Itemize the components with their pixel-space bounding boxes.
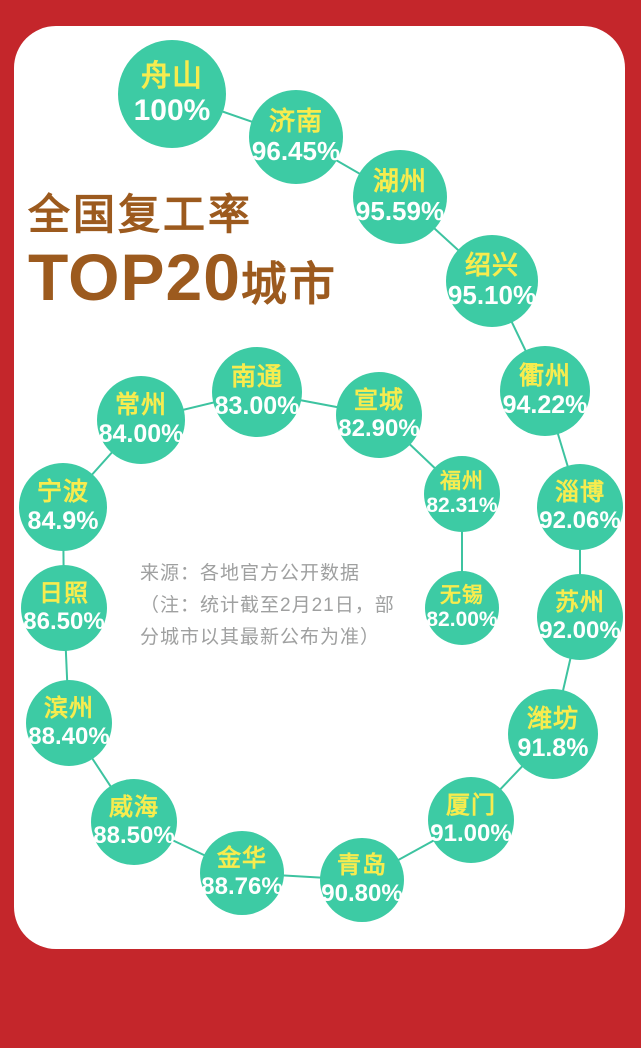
city-bubble-rank-3: 湖州 95.59% [353,150,447,244]
bubble-value-label: 92.00% [539,617,621,644]
city-bubble-rank-14: 日照 86.50% [21,565,107,651]
city-bubble-rank-2: 济南 96.45% [249,90,343,184]
bubble-value-label: 91.8% [517,734,589,762]
source-note-line3: 分城市以其最新公布为准） [140,627,381,648]
source-note-line1: 来源：各地官方公开数据 [140,563,361,584]
bubble-city-label: 湖州 [372,166,427,197]
bubble-city-label: 济南 [268,106,323,137]
bubble-value-label: 82.00% [426,608,498,631]
bubble-value-label: 84.00% [98,420,184,448]
bubble-city-label: 青岛 [337,852,387,880]
city-bubble-rank-12: 威海 88.50% [91,779,177,865]
bubble-value-label: 82.31% [426,494,498,517]
city-bubble-rank-6: 淄博 92.06% [537,464,623,550]
city-bubble-rank-13: 滨州 88.40% [26,680,112,766]
bubble-value-label: 91.00% [430,820,512,847]
bubble-city-label: 威海 [109,794,159,822]
bubble-value-label: 94.22% [502,391,588,419]
bubble-value-label: 100% [133,94,211,127]
bubble-city-label: 金华 [217,845,267,873]
chart-title: 全国复工率 TOP20城市 [28,191,337,311]
city-bubble-rank-8: 潍坊 91.8% [508,689,598,779]
bubble-city-label: 宁波 [36,478,89,507]
bubble-city-label: 衢州 [518,362,571,391]
title-top20: TOP20 [28,240,241,314]
city-bubble-rank-20: 无锡 82.00% [425,571,499,645]
bubble-city-label: 舟山 [141,59,203,93]
bubble-value-label: 92.06% [539,507,621,534]
bubble-value-label: 90.80% [321,880,403,907]
city-bubble-rank-10: 青岛 90.80% [320,838,404,922]
bubble-value-label: 96.45% [251,136,341,166]
source-note-line2: （注：统计截至2月21日，部 [140,595,395,616]
title-line2: TOP20城市 [28,244,337,310]
city-bubble-rank-7: 苏州 92.00% [537,574,623,660]
title-suffix: 城市 [240,258,337,310]
bubble-value-label: 86.50% [23,608,105,635]
bubble-value-label: 95.59% [355,196,445,226]
bubble-value-label: 88.50% [93,822,175,849]
bubble-value-label: 88.76% [201,873,283,900]
bubble-city-label: 南通 [230,363,283,392]
bubble-city-label: 无锡 [440,583,484,607]
city-bubble-rank-17: 南通 83.00% [212,347,302,437]
bubble-city-label: 滨州 [44,695,94,723]
bubble-city-label: 苏州 [555,589,605,617]
city-bubble-rank-9: 厦门 91.00% [428,777,514,863]
bubble-value-label: 88.40% [28,723,110,750]
bubble-city-label: 厦门 [446,792,496,820]
city-bubble-rank-15: 宁波 84.9% [19,463,107,551]
bubble-city-label: 淄博 [555,479,605,507]
source-note: 来源：各地官方公开数据 （注：统计截至2月21日，部 分城市以其最新公布为准） [140,558,395,654]
city-bubble-rank-1: 舟山 100% [118,40,226,148]
city-bubble-rank-18: 宣城 82.90% [336,372,422,458]
bubble-city-label: 宣城 [354,387,404,415]
bubble-value-label: 95.10% [447,280,537,310]
bubble-value-label: 83.00% [214,392,300,420]
city-bubble-rank-4: 绍兴 95.10% [446,235,538,327]
bubble-city-label: 日照 [39,580,89,608]
title-line1: 全国复工率 [28,191,254,238]
bubble-value-label: 82.90% [338,415,420,442]
city-bubble-rank-19: 福州 82.31% [424,456,500,532]
bubble-city-label: 绍兴 [464,250,519,281]
bubble-city-label: 福州 [440,469,484,493]
bubble-city-label: 潍坊 [526,705,579,734]
city-bubble-rank-11: 金华 88.76% [200,831,284,915]
bubble-city-label: 常州 [114,391,167,420]
bubble-value-label: 84.9% [27,507,99,535]
city-bubble-rank-5: 衢州 94.22% [500,346,590,436]
city-bubble-rank-16: 常州 84.00% [97,376,185,464]
